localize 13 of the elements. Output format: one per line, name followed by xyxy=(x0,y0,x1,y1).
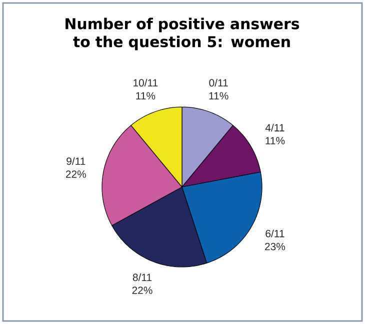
data-label: 22% xyxy=(132,286,152,294)
slice-label: 9/11 xyxy=(66,157,86,165)
data-label: 11% xyxy=(266,137,285,144)
data-label: 11% xyxy=(209,92,228,100)
slice-label: 10/11 xyxy=(134,78,158,87)
data-label: 23% xyxy=(265,242,286,250)
slice-label: 8/11 xyxy=(132,273,152,282)
slice-label: 4/11 xyxy=(265,124,284,132)
slice-label: 6/11 xyxy=(266,230,284,238)
chart-title: Number of positive answers to the question 5: women xyxy=(66,18,300,50)
data-label: 11% xyxy=(136,92,156,100)
slice-label: 0/11 xyxy=(209,78,228,87)
data-label: 22% xyxy=(66,170,86,178)
